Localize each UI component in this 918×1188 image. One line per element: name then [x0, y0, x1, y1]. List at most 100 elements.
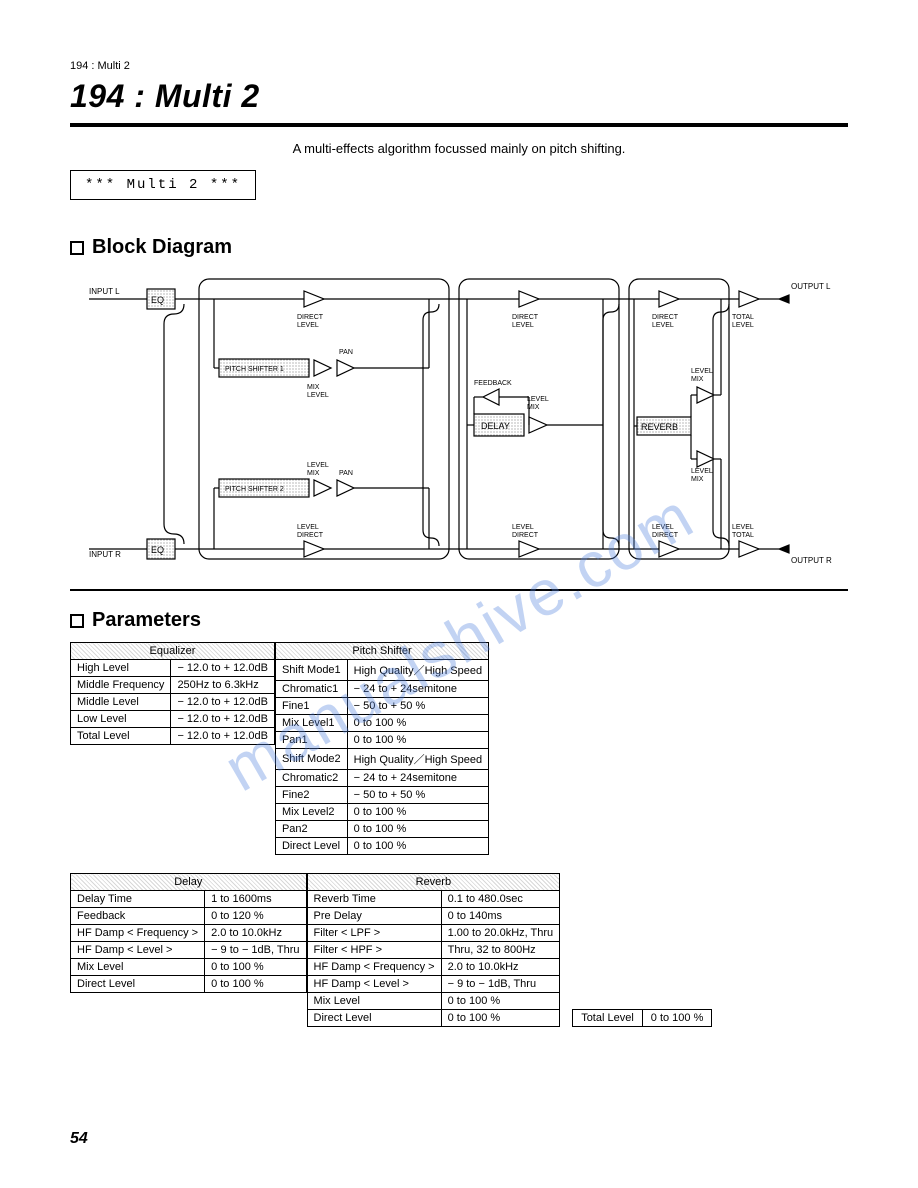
- svg-text:DELAY: DELAY: [481, 421, 510, 431]
- table-row: HF Damp < Level >− 9 to − 1dB, Thru: [307, 976, 560, 993]
- svg-text:LEVEL: LEVEL: [691, 468, 713, 475]
- svg-text:LEVEL: LEVEL: [297, 322, 319, 329]
- square-bullet-icon: [70, 614, 84, 628]
- table-row: Chromatic1− 24 to + 24semitone: [275, 681, 488, 698]
- table-cell: − 9 to − 1dB, Thru: [441, 976, 560, 993]
- table-cell: Shift Mode2: [275, 749, 347, 770]
- table-cell: Total Level: [71, 728, 171, 745]
- table-row: HF Damp < Frequency >2.0 to 10.0kHz: [71, 925, 307, 942]
- table-row: Mix Level0 to 100 %: [307, 993, 560, 1010]
- table-cell: 1.00 to 20.0kHz, Thru: [441, 925, 560, 942]
- table-cell: 0 to 100 %: [347, 821, 488, 838]
- table-header: Pitch Shifter: [275, 643, 488, 660]
- svg-text:LEVEL: LEVEL: [652, 322, 674, 329]
- table-row: Total Level− 12.0 to + 12.0dB: [71, 728, 275, 745]
- svg-text:LEVEL: LEVEL: [652, 524, 674, 531]
- table-row: Fine2− 50 to + 50 %: [275, 787, 488, 804]
- parameters-tables: Equalizer High Level− 12.0 to + 12.0dBMi…: [70, 642, 848, 1027]
- table-cell: Filter < LPF >: [307, 925, 441, 942]
- table-cell: 0 to 100 %: [205, 959, 306, 976]
- table-cell: Reverb Time: [307, 891, 441, 908]
- table-row: Shift Mode2High Quality／High Speed: [275, 749, 488, 770]
- svg-text:LEVEL: LEVEL: [732, 524, 754, 531]
- label-output-l: OUTPUT L: [791, 282, 831, 291]
- table-cell: 0 to 100 %: [441, 1010, 560, 1027]
- table-row: Reverb Time0.1 to 480.0sec: [307, 891, 560, 908]
- total-level-range: 0 to 100 %: [643, 1010, 712, 1026]
- svg-text:LEVEL: LEVEL: [527, 396, 549, 403]
- table-cell: Direct Level: [275, 838, 347, 855]
- table-cell: Direct Level: [71, 976, 205, 993]
- table-cell: 0 to 100 %: [347, 715, 488, 732]
- svg-text:EQ: EQ: [151, 295, 164, 305]
- table-row: Feedback0 to 120 %: [71, 908, 307, 925]
- svg-text:TOTAL: TOTAL: [732, 532, 754, 539]
- table-cell: 2.0 to 10.0kHz: [441, 959, 560, 976]
- table-cell: 0 to 100 %: [347, 838, 488, 855]
- table-cell: − 12.0 to + 12.0dB: [171, 660, 275, 677]
- description: A multi-effects algorithm focussed mainl…: [70, 141, 848, 156]
- table-cell: − 24 to + 24semitone: [347, 681, 488, 698]
- table-row: Mix Level10 to 100 %: [275, 715, 488, 732]
- table-row: Middle Level− 12.0 to + 12.0dB: [71, 694, 275, 711]
- table-row: Direct Level0 to 100 %: [307, 1010, 560, 1027]
- table-cell: Fine2: [275, 787, 347, 804]
- table-cell: Delay Time: [71, 891, 205, 908]
- table-cell: − 12.0 to + 12.0dB: [171, 711, 275, 728]
- table-cell: − 24 to + 24semitone: [347, 770, 488, 787]
- svg-text:DIRECT: DIRECT: [297, 314, 324, 321]
- table-header: Delay: [71, 874, 307, 891]
- table-cell: Middle Level: [71, 694, 171, 711]
- table-cell: Mix Level: [307, 993, 441, 1010]
- page-slug: 194 : Multi 2: [70, 60, 848, 72]
- table-row: Delay Time1 to 1600ms: [71, 891, 307, 908]
- label-input-r: INPUT R: [89, 550, 121, 559]
- table-row: Chromatic2− 24 to + 24semitone: [275, 770, 488, 787]
- svg-text:MIX: MIX: [691, 376, 704, 383]
- table-cell: − 12.0 to + 12.0dB: [171, 694, 275, 711]
- table-cell: High Quality／High Speed: [347, 660, 488, 681]
- table-equalizer: Equalizer High Level− 12.0 to + 12.0dBMi…: [70, 642, 275, 745]
- svg-text:MIX: MIX: [691, 476, 704, 483]
- svg-text:LEVEL: LEVEL: [732, 322, 754, 329]
- svg-text:DIRECT: DIRECT: [512, 532, 539, 539]
- table-row: Mix Level20 to 100 %: [275, 804, 488, 821]
- table-cell: Chromatic1: [275, 681, 347, 698]
- block-diagram: INPUT L INPUT R OUTPUT L OUTPUT R EQ EQ …: [70, 269, 848, 579]
- svg-text:PAN: PAN: [339, 349, 353, 356]
- section-title: Block Diagram: [92, 236, 232, 259]
- title-rule: [70, 123, 848, 127]
- svg-text:PAN: PAN: [339, 470, 353, 477]
- table-cell: 2.0 to 10.0kHz: [205, 925, 306, 942]
- svg-text:LEVEL: LEVEL: [512, 322, 534, 329]
- svg-text:PITCH SHIFTER 1: PITCH SHIFTER 1: [225, 366, 284, 373]
- svg-text:MIX: MIX: [307, 384, 320, 391]
- table-cell: HF Damp < Frequency >: [307, 959, 441, 976]
- table-row: Mix Level0 to 100 %: [71, 959, 307, 976]
- table-cell: Mix Level1: [275, 715, 347, 732]
- svg-text:LEVEL: LEVEL: [297, 524, 319, 531]
- svg-text:MIX: MIX: [307, 470, 320, 477]
- svg-text:LEVEL: LEVEL: [307, 392, 329, 399]
- table-cell: HF Damp < Level >: [307, 976, 441, 993]
- svg-text:LEVEL: LEVEL: [512, 524, 534, 531]
- svg-text:LEVEL: LEVEL: [307, 462, 329, 469]
- table-cell: Mix Level: [71, 959, 205, 976]
- table-cell: High Quality／High Speed: [347, 749, 488, 770]
- table-row: HF Damp < Level >− 9 to − 1dB, Thru: [71, 942, 307, 959]
- section-parameters: Parameters: [70, 609, 848, 632]
- table-cell: Low Level: [71, 711, 171, 728]
- table-pitch-shifter: Pitch Shifter Shift Mode1High Quality／Hi…: [275, 642, 489, 855]
- page-number: 54: [70, 1130, 88, 1148]
- section-title: Parameters: [92, 609, 201, 632]
- table-row: Filter < HPF >Thru, 32 to 800Hz: [307, 942, 560, 959]
- total-level-label: Total Level: [573, 1010, 643, 1026]
- table-cell: − 12.0 to + 12.0dB: [171, 728, 275, 745]
- table-row: Filter < LPF >1.00 to 20.0kHz, Thru: [307, 925, 560, 942]
- table-row: Middle Frequency250Hz to 6.3kHz: [71, 677, 275, 694]
- svg-text:REVERB: REVERB: [641, 422, 678, 432]
- table-header: Reverb: [307, 874, 560, 891]
- table-cell: 0.1 to 480.0sec: [441, 891, 560, 908]
- table-cell: 0 to 100 %: [347, 732, 488, 749]
- table-cell: Fine1: [275, 698, 347, 715]
